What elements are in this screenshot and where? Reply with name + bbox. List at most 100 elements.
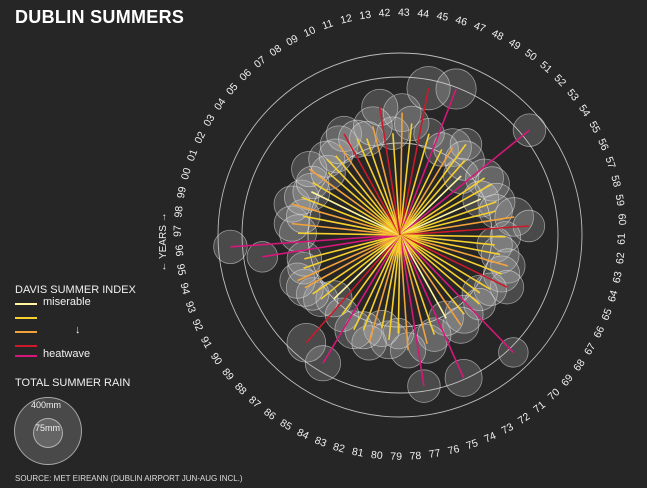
year-label: 70 xyxy=(546,386,563,403)
index-spoke xyxy=(305,234,401,344)
index-spoke xyxy=(399,234,481,305)
year-label: 79 xyxy=(390,451,402,463)
index-spoke xyxy=(338,144,401,236)
davis-index-legend-title: DAVIS SUMMER INDEX xyxy=(15,284,136,296)
index-spoke xyxy=(399,88,457,236)
index-spoke xyxy=(399,177,486,236)
year-label: 85 xyxy=(278,417,294,433)
index-spoke xyxy=(399,160,466,236)
year-label: 62 xyxy=(614,252,627,265)
index-spoke xyxy=(397,234,401,334)
year-label: 10 xyxy=(302,24,318,40)
index-spoke xyxy=(304,234,401,289)
year-label: 71 xyxy=(531,399,548,416)
year-label: 42 xyxy=(378,7,391,20)
index-spoke xyxy=(311,191,401,236)
legend-label: heatwave xyxy=(43,348,91,360)
index-spoke xyxy=(399,198,482,236)
year-label: 99 xyxy=(175,186,189,200)
year-label: 78 xyxy=(409,450,422,463)
index-spoke xyxy=(399,183,493,236)
index-spoke xyxy=(312,181,401,236)
index-spoke xyxy=(303,215,401,236)
index-spoke xyxy=(362,234,401,331)
index-spoke xyxy=(341,234,401,316)
year-label: 51 xyxy=(537,59,554,76)
year-label: 54 xyxy=(576,103,593,120)
index-spoke xyxy=(399,234,409,351)
index-spoke xyxy=(399,234,514,353)
index-spoke xyxy=(230,234,401,248)
rain-legend-large-label: 400mm xyxy=(31,400,62,410)
year-label: 49 xyxy=(506,36,522,52)
year-label: 61 xyxy=(616,233,628,245)
year-label: 04 xyxy=(212,96,229,113)
year-label: 74 xyxy=(482,430,498,446)
chart-title: DUBLIN SUMMERS xyxy=(15,7,185,27)
year-label: 90 xyxy=(208,351,225,368)
legend-item xyxy=(15,340,155,352)
index-spoke xyxy=(298,232,401,236)
index-spoke xyxy=(399,234,428,345)
index-spoke xyxy=(399,123,413,236)
year-label: 64 xyxy=(606,289,621,304)
index-spoke xyxy=(343,133,401,236)
year-label: 55 xyxy=(586,119,602,135)
year-label: 96 xyxy=(172,244,185,257)
rain-legend-small-circle xyxy=(33,418,63,448)
year-label: 06 xyxy=(237,67,254,84)
year-label: 57 xyxy=(603,155,618,170)
index-spoke xyxy=(308,168,401,236)
index-spoke xyxy=(356,138,401,236)
legend-swatch xyxy=(15,331,37,333)
rain-bubble xyxy=(213,229,248,265)
year-label: 03 xyxy=(201,112,217,128)
index-spoke xyxy=(399,234,495,246)
index-spoke xyxy=(399,234,436,335)
index-spoke xyxy=(303,234,401,269)
index-spoke xyxy=(399,201,497,236)
year-label: 89 xyxy=(219,366,236,383)
index-spoke xyxy=(399,234,509,267)
year-label: 65 xyxy=(599,307,614,322)
year-label: 76 xyxy=(447,443,461,458)
year-label: 66 xyxy=(591,324,607,340)
year-label: 91 xyxy=(198,335,214,351)
year-label: 46 xyxy=(454,14,469,29)
index-spoke xyxy=(399,112,403,236)
index-spoke xyxy=(399,87,430,236)
year-label: 86 xyxy=(261,406,278,423)
year-label: 44 xyxy=(417,7,430,20)
year-label: 67 xyxy=(582,341,598,357)
index-spoke xyxy=(399,234,462,326)
legend-item: ↓ xyxy=(15,324,155,338)
year-label: 09 xyxy=(284,32,300,48)
index-spoke xyxy=(368,234,401,344)
index-spoke xyxy=(333,234,401,300)
year-label: 82 xyxy=(332,441,347,456)
year-label: 63 xyxy=(611,270,625,284)
legend-item: miserable xyxy=(15,296,155,310)
year-label: 01 xyxy=(185,148,200,163)
index-spoke xyxy=(326,158,401,236)
index-spoke xyxy=(372,125,401,236)
rain-legend-title: TOTAL SUMMER RAIN xyxy=(15,377,131,389)
index-spoke xyxy=(399,133,430,236)
year-label: 80 xyxy=(370,449,383,462)
index-spoke xyxy=(297,234,401,282)
index-spoke xyxy=(399,234,465,379)
index-spoke xyxy=(304,234,401,260)
year-label: 53 xyxy=(564,87,581,104)
legend-label: ↓ xyxy=(75,324,81,336)
index-spoke xyxy=(399,210,496,236)
index-spoke xyxy=(399,234,491,290)
year-label: 73 xyxy=(499,421,515,437)
year-label: 77 xyxy=(428,447,442,461)
index-spoke xyxy=(335,155,401,236)
year-label: 47 xyxy=(472,20,487,35)
year-label: 92 xyxy=(190,317,206,333)
year-label: 94 xyxy=(178,282,193,296)
index-spoke xyxy=(399,175,462,236)
year-label: 84 xyxy=(295,426,311,442)
